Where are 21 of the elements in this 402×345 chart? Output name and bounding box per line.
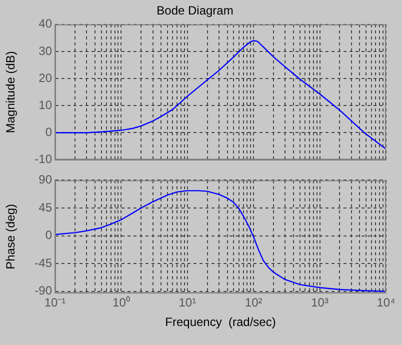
x-tick-label: 10⁴ [376,296,396,310]
x-axis-title: Frequency (rad/sec) [165,315,276,330]
y-axis-title: Magnitude (dB) [4,51,18,134]
y-tick-label: 40 [38,16,52,31]
y-tick-label: 0 [45,125,52,140]
y-tick-label: -10 [34,152,52,166]
y-tick-label: -45 [34,256,52,270]
x-tick-label: 10³ [311,296,328,310]
y-tick-label: 90 [38,172,52,187]
y-tick-label: 10 [38,98,52,112]
x-tick-label: 10² [244,296,262,310]
y-axis-title: Phase (deg) [4,204,18,270]
x-tick-label: 10⁰ [112,296,130,310]
chart-title: Bode Diagram [156,4,234,18]
y-tick-label: 20 [38,70,52,85]
y-tick-label: -90 [34,284,52,298]
y-tick-label: 0 [45,228,52,242]
y-tick-label: 45 [38,200,52,214]
x-tick-label: 10⁻¹ [44,296,66,310]
y-tick-label: 30 [38,44,52,58]
x-tick-label: 10¹ [178,296,196,310]
